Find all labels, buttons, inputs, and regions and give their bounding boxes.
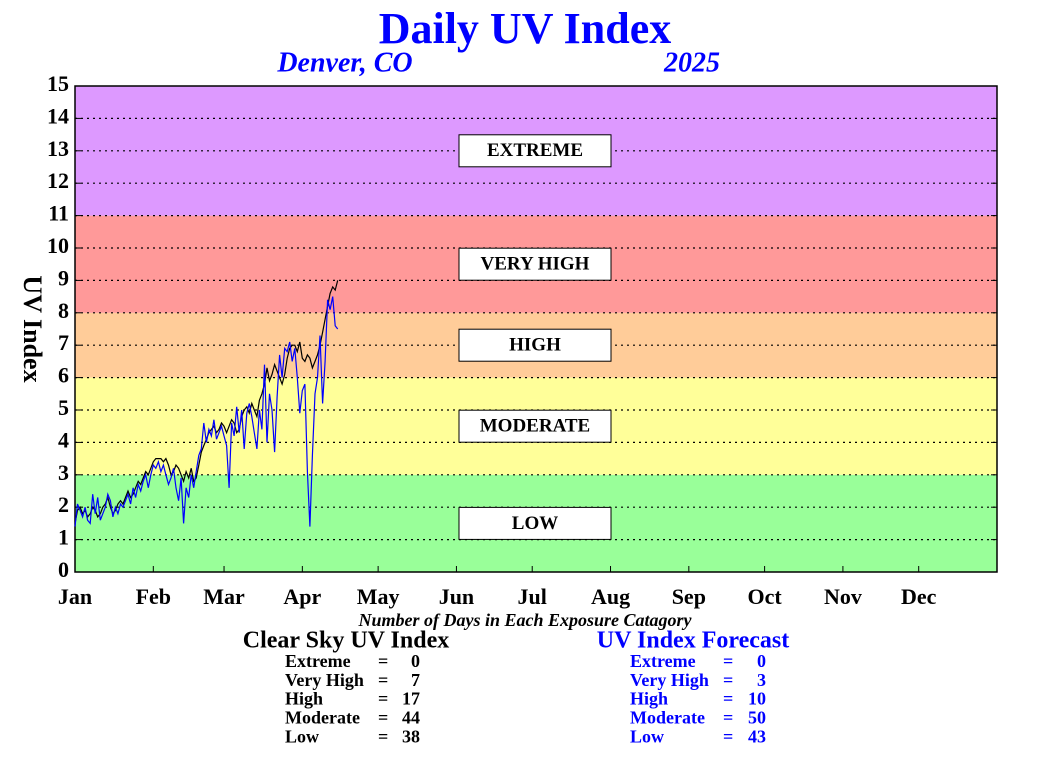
x-tick-label: Oct — [748, 584, 783, 609]
x-tick-label: Jul — [518, 584, 547, 609]
summary-label: Extreme — [630, 651, 696, 671]
band-label: VERY HIGH — [481, 254, 590, 275]
band-label-box — [458, 134, 612, 168]
summary-label: High — [630, 689, 668, 709]
summary-days: 10 — [748, 689, 766, 709]
y-tick-label: 4 — [58, 427, 69, 452]
summary-label: Very High — [630, 670, 709, 690]
y-tick-label: 15 — [47, 71, 69, 96]
summary-label: High — [285, 689, 323, 709]
summary-label: Moderate — [285, 708, 360, 728]
y-tick-label: 1 — [58, 525, 69, 550]
summary-label: Very High — [285, 670, 364, 690]
band-label-box — [458, 247, 612, 281]
y-tick-label: 0 — [58, 557, 69, 582]
x-tick-label: Jun — [439, 584, 474, 609]
y-axis-label: UV Index — [18, 275, 47, 382]
band-label: HIGH — [509, 335, 561, 356]
summary-days: 50 — [748, 708, 766, 728]
y-tick-label: 9 — [58, 265, 69, 290]
y-tick-label: 2 — [58, 492, 69, 517]
chart-title: Daily UV Index — [379, 4, 672, 53]
summary-separator: = — [378, 651, 388, 671]
chart-year: 2025 — [663, 47, 720, 78]
summary-days: 43 — [748, 726, 766, 746]
plot-frame — [74, 85, 998, 573]
band-label: LOW — [512, 513, 558, 534]
y-tick-label: 6 — [58, 363, 69, 388]
y-tick-label: 11 — [48, 201, 69, 226]
summary-days: 0 — [757, 651, 766, 671]
summary-title: Clear Sky UV Index — [243, 628, 449, 654]
x-tick-label: Feb — [136, 584, 171, 609]
y-tick-label: 13 — [47, 136, 69, 161]
y-tick-label: 10 — [47, 233, 69, 258]
x-tick-label: Mar — [203, 584, 245, 609]
summary-label: Moderate — [630, 708, 705, 728]
y-tick-label: 12 — [47, 168, 69, 193]
y-tick-label: 3 — [58, 460, 69, 485]
summary-days: 44 — [402, 708, 420, 728]
summary-days: 17 — [402, 689, 420, 709]
y-tick-label: 5 — [58, 395, 69, 420]
band-label: MODERATE — [480, 416, 590, 437]
x-tick-label: Jan — [58, 584, 92, 609]
summary-separator: = — [723, 670, 733, 690]
chart-subtitle: Denver, CO — [276, 47, 412, 78]
x-tick-label: Aug — [591, 584, 630, 609]
summary-label: Extreme — [285, 651, 351, 671]
band-label-box — [458, 409, 612, 443]
summary-separator: = — [723, 651, 733, 671]
summary-separator: = — [723, 689, 733, 709]
band-label-box — [458, 506, 612, 540]
band-label: EXTREME — [487, 140, 583, 161]
y-tick-label: 8 — [58, 298, 69, 323]
band-label-box — [458, 328, 612, 362]
x-tick-label: May — [357, 584, 400, 609]
y-tick-label: 7 — [58, 330, 69, 355]
x-tick-label: Apr — [283, 584, 321, 609]
summary-title: UV Index Forecast — [597, 628, 789, 654]
summary-separator: = — [723, 726, 733, 746]
summary-separator: = — [378, 708, 388, 728]
summary-separator: = — [378, 670, 388, 690]
summary-separator: = — [378, 726, 388, 746]
uv-line — [74, 296, 339, 527]
summary-label: Low — [285, 726, 319, 746]
x-tick-label: Sep — [672, 584, 706, 609]
summary-separator: = — [723, 708, 733, 728]
summary-days: 7 — [411, 670, 420, 690]
summary-label: Low — [630, 726, 664, 746]
summary-separator: = — [378, 689, 388, 709]
x-tick-label: Dec — [901, 584, 937, 609]
x-tick-label: Nov — [824, 584, 862, 609]
summary-days: 38 — [402, 726, 420, 746]
summary-caption: Number of Days in Each Exposure Catagory — [357, 610, 692, 630]
y-tick-label: 14 — [47, 103, 69, 128]
summary-days: 0 — [411, 651, 420, 671]
summary-days: 3 — [757, 670, 766, 690]
